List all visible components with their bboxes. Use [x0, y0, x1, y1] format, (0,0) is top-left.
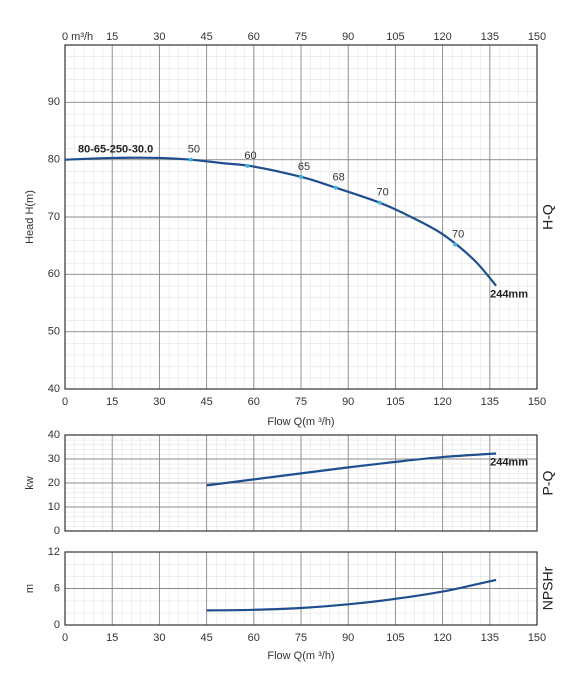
- x-tick-label: 120: [433, 632, 451, 644]
- efficiency-point: [188, 157, 193, 162]
- x2-tick-label: 15: [106, 31, 118, 43]
- y-tick-label: 0: [54, 619, 60, 631]
- x-tick-label: 45: [200, 632, 212, 644]
- y-tick-label: 0: [54, 525, 60, 537]
- efficiency-label: 70: [377, 187, 389, 199]
- curve: [206, 452, 497, 487]
- y-tick-label: 20: [48, 477, 60, 489]
- x-tick-label: 45: [200, 396, 212, 408]
- x-tick-label: 75: [295, 396, 307, 408]
- plot-frame: [64, 44, 538, 390]
- x-tick-label: 60: [248, 632, 260, 644]
- efficiency-point: [245, 163, 250, 168]
- x2-tick-label: 90: [342, 31, 354, 43]
- x2-tick-label: 75: [295, 31, 307, 43]
- efficiency-label: 60: [244, 150, 256, 162]
- efficiency-label: 68: [332, 172, 344, 184]
- curve: [206, 578, 497, 612]
- y-tick-label: 40: [48, 429, 60, 441]
- y-axis-title: kw: [24, 476, 36, 490]
- y-tick-label: 30: [48, 453, 60, 465]
- x-tick-label: 30: [153, 632, 165, 644]
- x-tick-label: 90: [342, 632, 354, 644]
- y-tick-label: 12: [48, 546, 60, 558]
- x-tick-label: 105: [386, 396, 404, 408]
- plot-frame: [64, 551, 538, 626]
- x2-tick-label: 45: [200, 31, 212, 43]
- x-tick-label: 105: [386, 632, 404, 644]
- x2-tick-label: 30: [153, 31, 165, 43]
- efficiency-point: [453, 242, 458, 247]
- model-label: 80-65-250-30.0: [78, 144, 153, 156]
- curve-label: 244mm: [490, 289, 528, 301]
- x2-tick-label: 60: [248, 31, 260, 43]
- y-tick-label: 10: [48, 501, 60, 513]
- x2-tick-label: 150: [528, 31, 546, 43]
- plot-frame: [64, 434, 538, 532]
- x-tick-label: 150: [528, 632, 546, 644]
- x-tick-label: 30: [153, 396, 165, 408]
- x-tick-label: 60: [248, 396, 260, 408]
- x-tick-label: 0: [62, 632, 68, 644]
- x2-tick-label: 135: [481, 31, 499, 43]
- efficiency-label: 70: [452, 228, 464, 240]
- x-tick-label: 75: [295, 632, 307, 644]
- efficiency-point: [299, 174, 303, 179]
- x-tick-label: 150: [528, 396, 546, 408]
- x-tick-label: 135: [481, 396, 499, 408]
- x-axis-title: Flow Q(m ³/h): [267, 416, 334, 428]
- x-tick-label: 0: [62, 396, 68, 408]
- curve-label: 244mm: [490, 456, 528, 468]
- y-tick-label: 80: [48, 154, 60, 166]
- x-axis-title: Flow Q(m ³/h): [267, 650, 334, 662]
- side-label: P-Q: [540, 470, 556, 495]
- x-tick-label: 135: [481, 632, 499, 644]
- y-tick-label: 6: [54, 582, 60, 594]
- x2-tick-label: 0 m³/h: [62, 31, 93, 43]
- y-tick-label: 90: [48, 96, 60, 108]
- x2-tick-label: 120: [433, 31, 451, 43]
- x-tick-label: 120: [433, 396, 451, 408]
- efficiency-label: 65: [298, 161, 310, 173]
- x-tick-label: 15: [106, 632, 118, 644]
- y-axis-title: m: [24, 584, 36, 593]
- x-tick-label: 90: [342, 396, 354, 408]
- y-axis-title: Head H(m): [24, 190, 36, 244]
- x-tick-label: 15: [106, 396, 118, 408]
- efficiency-label: 50: [188, 144, 200, 156]
- y-tick-label: 40: [48, 383, 60, 395]
- y-tick-label: 60: [48, 268, 60, 280]
- y-tick-label: 70: [48, 211, 60, 223]
- side-label: NPSHr: [540, 566, 556, 610]
- efficiency-point: [377, 200, 382, 205]
- y-tick-label: 50: [48, 326, 60, 338]
- efficiency-point: [333, 185, 338, 190]
- side-label: H-Q: [540, 204, 556, 230]
- x2-tick-label: 105: [386, 31, 404, 43]
